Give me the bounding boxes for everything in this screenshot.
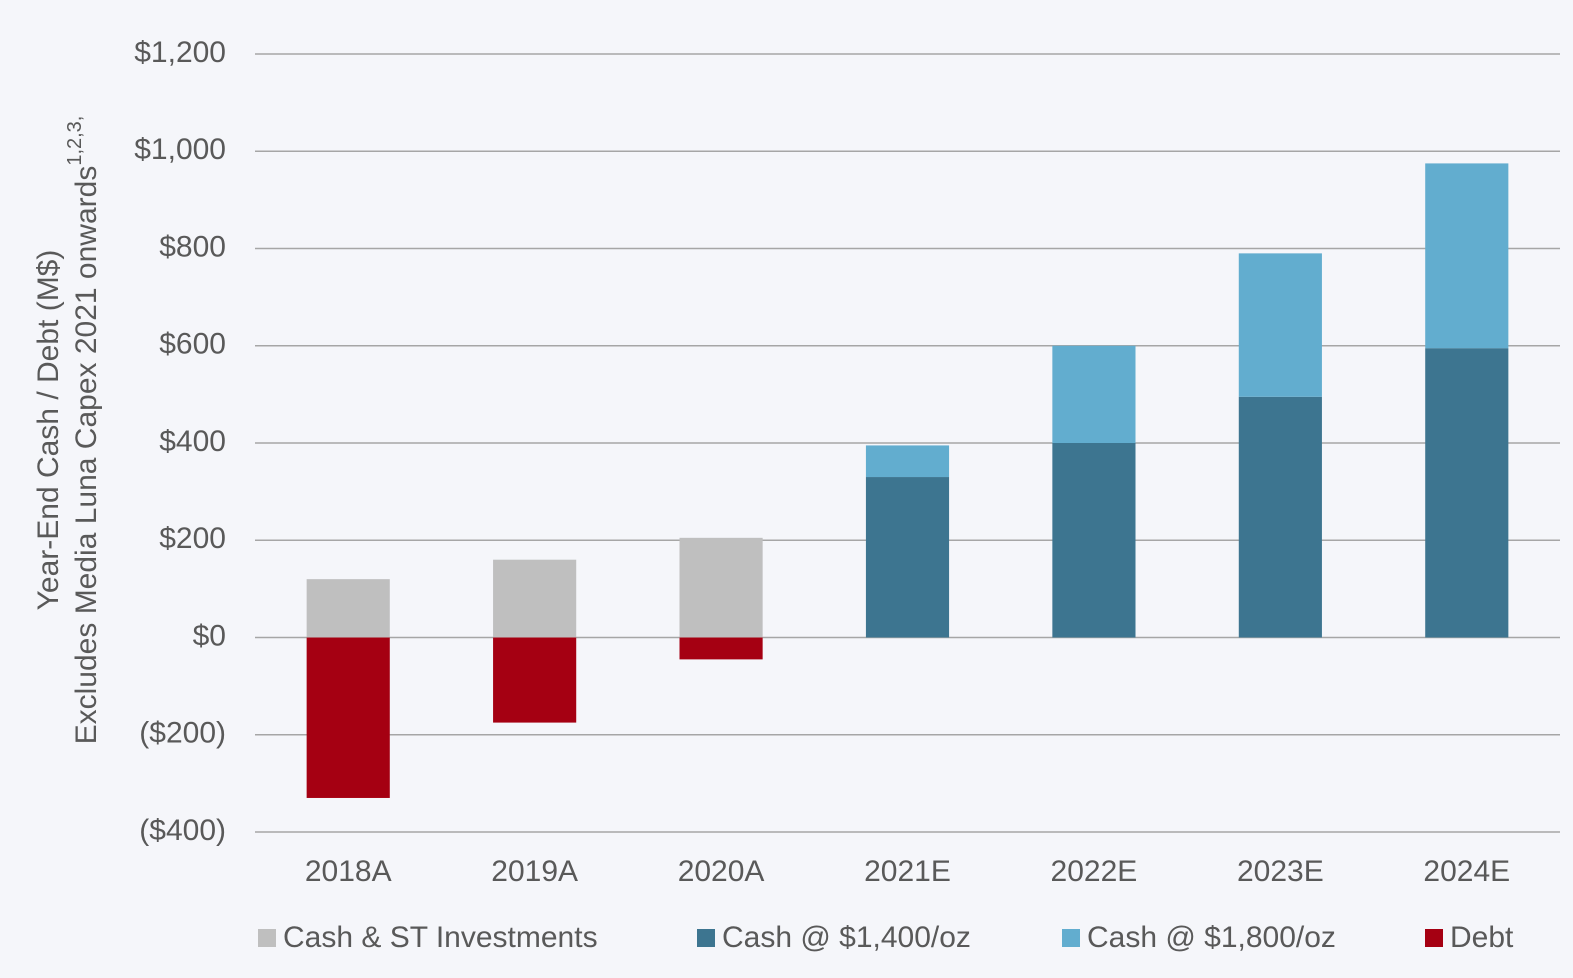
bar-segment xyxy=(1238,396,1322,638)
y-tick-label: $1,000 xyxy=(134,133,226,166)
x-tick-label: 2021E xyxy=(864,855,951,888)
bar-segment xyxy=(1052,443,1136,638)
legend-swatch xyxy=(1425,929,1443,947)
bar-segment xyxy=(306,637,390,798)
legend-label: Cash @ $1,800/oz xyxy=(1087,921,1336,954)
y-axis-title: Excludes Media Luna Capex 2021 onwards1,… xyxy=(64,116,103,745)
bar-segment xyxy=(493,637,577,723)
y-tick-label: $400 xyxy=(159,425,226,458)
legend-label: Cash & ST Investments xyxy=(283,921,598,954)
bar-segment xyxy=(306,579,390,638)
y-tick-label: ($400) xyxy=(139,814,226,847)
bar-segment xyxy=(1425,163,1509,349)
y-tick-label: $200 xyxy=(159,522,226,555)
bar-segment xyxy=(1238,253,1322,397)
x-tick-label: 2018A xyxy=(305,855,392,888)
y-tick-label: $600 xyxy=(159,328,226,361)
y-axis-title-line: Year-End Cash / Debt (M$) xyxy=(32,250,65,611)
bar-segment xyxy=(1052,345,1136,443)
bar-segment xyxy=(493,559,577,638)
y-axis-title: Year-End Cash / Debt (M$) xyxy=(32,250,65,611)
y-axis-title-superscript: 1,2,3, xyxy=(64,116,86,166)
x-tick-label: 2019A xyxy=(491,855,578,888)
y-axis-title-text: Excludes Media Luna Capex 2021 onwards xyxy=(70,166,103,745)
bar-segment xyxy=(679,637,763,660)
legend-swatch xyxy=(1062,929,1080,947)
x-tick-label: 2023E xyxy=(1237,855,1324,888)
bar-segment xyxy=(1425,348,1509,638)
x-tick-label: 2022E xyxy=(1051,855,1138,888)
y-tick-label: $1,200 xyxy=(134,36,226,69)
legend-label: Cash @ $1,400/oz xyxy=(722,921,971,954)
legend-swatch xyxy=(697,929,715,947)
bar-segment xyxy=(679,537,763,638)
bar-segment xyxy=(865,477,950,638)
y-tick-label: $0 xyxy=(193,619,226,652)
legend-swatch xyxy=(258,929,276,947)
bar-segment xyxy=(865,445,950,478)
x-tick-label: 2024E xyxy=(1423,855,1510,888)
x-tick-label: 2020A xyxy=(678,855,765,888)
y-axis-title-line: Excludes Media Luna Capex 2021 onwards1,… xyxy=(64,116,103,745)
y-tick-label: $800 xyxy=(159,230,226,263)
legend-label: Debt xyxy=(1450,921,1514,954)
y-tick-label: ($200) xyxy=(139,717,226,750)
